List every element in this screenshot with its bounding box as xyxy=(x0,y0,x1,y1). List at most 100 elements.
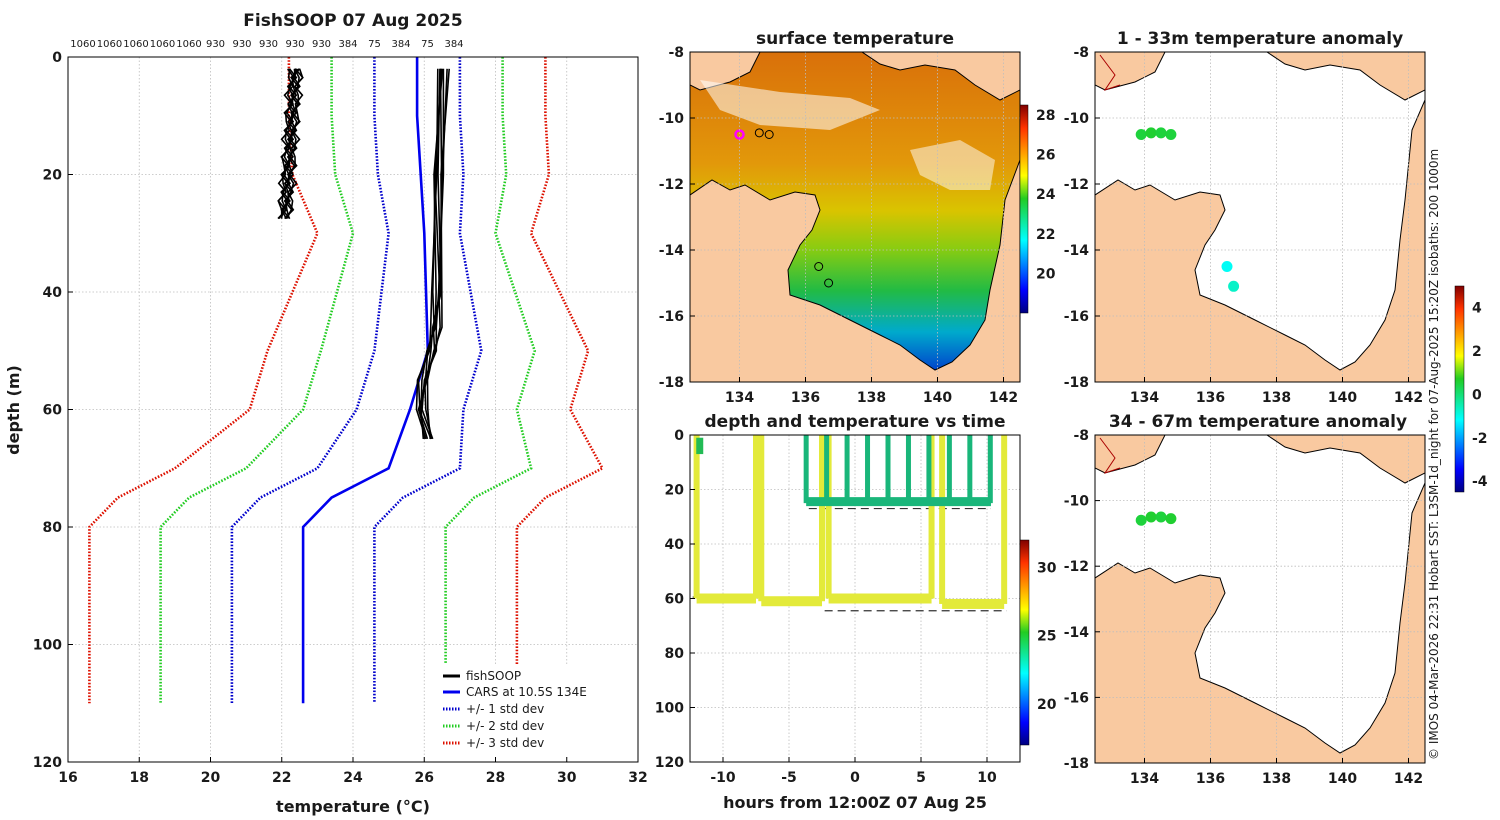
x-tick-label: -5 xyxy=(781,770,797,786)
timeseries-colorbar xyxy=(1019,539,1030,746)
y-tick-label: -8 xyxy=(1073,428,1089,444)
surfacing-trace xyxy=(967,435,973,504)
descent-trace xyxy=(825,435,832,599)
y-tick-label: -12 xyxy=(1064,559,1089,575)
anomaly1-new-guinea xyxy=(1266,52,1425,101)
y-tick-label: -16 xyxy=(1064,690,1089,706)
timeseries-y-ticks: 0 20 40 60 80 100 120 xyxy=(655,428,695,771)
y-tick-label: 0 xyxy=(52,50,62,66)
top-label: 930 xyxy=(285,39,304,50)
profile-lines xyxy=(88,57,605,704)
surfacing-trace xyxy=(926,435,932,504)
anomaly2-northern-landmass xyxy=(1095,435,1166,474)
sst-colorbar-label: 20 xyxy=(1036,266,1056,282)
y-tick-label: -14 xyxy=(659,243,685,259)
y-tick-label: -16 xyxy=(1064,309,1089,325)
deep-tow-band xyxy=(696,593,756,604)
y-tick-label: 100 xyxy=(655,701,684,717)
descent-trace xyxy=(939,435,946,604)
timeseries-x-ticks: -10 -5 0 5 10 xyxy=(710,757,997,786)
descent-trace xyxy=(758,435,765,602)
ascent-trace xyxy=(753,435,759,599)
profile-ylabel: depth (m) xyxy=(4,365,23,455)
y-tick-label: -18 xyxy=(1064,756,1089,772)
sst-cloud-mask-2 xyxy=(910,140,995,190)
top-label: 384 xyxy=(391,39,410,50)
y-tick-label: -14 xyxy=(1064,625,1090,641)
y-tick-label: -18 xyxy=(659,375,684,391)
surfacing-trace xyxy=(865,435,871,504)
x-tick-label: 138 xyxy=(857,390,886,406)
timeseries-data xyxy=(692,435,1008,612)
timeseries-colorbar-label: 30 xyxy=(1037,560,1057,576)
top-label: 930 xyxy=(232,39,251,50)
anomaly2-x-ticks: 134 136 138 140 142 xyxy=(1130,758,1423,787)
surfacing-trace xyxy=(987,435,993,504)
sst-colorbar xyxy=(1019,104,1029,314)
sst-title: surface temperature xyxy=(756,29,954,49)
x-tick-label: 138 xyxy=(1262,390,1291,406)
sst-cloud-mask xyxy=(700,80,880,130)
profile-legend: fishSOOP CARS at 10.5S 134E +/- 1 std de… xyxy=(440,664,630,756)
timeseries-xlabel: hours from 12:00Z 07 Aug 25 xyxy=(723,793,987,812)
side-note: © IMOS 04-Mar-2026 22:31 Hobart SST: L3S… xyxy=(1427,149,1441,760)
anomaly-point xyxy=(1221,261,1233,272)
x-tick-label: 26 xyxy=(415,770,434,786)
y-tick-label: -18 xyxy=(1064,375,1089,391)
x-tick-label: 142 xyxy=(1394,390,1423,406)
x-tick-label: 142 xyxy=(1394,771,1423,787)
sst-colorbar-label: 26 xyxy=(1036,148,1055,164)
top-label: 1060 xyxy=(176,39,201,50)
top-label: 1060 xyxy=(70,39,95,50)
surfacing-trace xyxy=(824,435,830,504)
std1-upper-line xyxy=(373,57,483,704)
anomaly-point xyxy=(1135,514,1147,526)
fishsoop-shallow-cast xyxy=(283,68,301,220)
deep-tow-band xyxy=(761,596,822,607)
anomaly-point xyxy=(1135,129,1147,140)
x-tick-label: 16 xyxy=(58,770,77,786)
x-tick-label: 30 xyxy=(557,770,577,786)
timeseries-colorbar-ticks: 20 25 30 xyxy=(1037,560,1057,713)
y-tick-label: 80 xyxy=(43,520,63,536)
anomaly-colorbar-label: -4 xyxy=(1472,474,1488,490)
x-tick-label: 136 xyxy=(1196,390,1225,406)
anomaly2-isobath xyxy=(1099,437,1121,474)
shallow-tow-band xyxy=(806,497,991,507)
std2-lower-line xyxy=(159,57,355,704)
deep-tow-band xyxy=(942,598,1005,609)
y-tick-label: 60 xyxy=(43,403,63,419)
ascent-trace xyxy=(1001,435,1008,604)
anomaly2-axes-box xyxy=(1094,434,1426,764)
std2-upper-line xyxy=(444,57,537,704)
start-trace xyxy=(696,437,704,455)
surfacing-trace xyxy=(844,435,850,504)
legend-label-std3: +/- 3 std dev xyxy=(466,736,544,750)
profile-y-ticks: 0 20 40 60 80 100 120 xyxy=(33,50,73,771)
anomaly-colorbar-label: -2 xyxy=(1472,431,1488,447)
anomaly-point xyxy=(1228,280,1240,292)
x-tick-label: 136 xyxy=(1196,771,1225,787)
y-tick-label: 40 xyxy=(665,537,685,553)
sst-x-ticks: 134 136 138 140 142 xyxy=(725,377,1018,406)
x-tick-label: 0 xyxy=(850,770,860,786)
profile-xlabel: temperature (°C) xyxy=(276,797,430,816)
sst-position-marker xyxy=(764,130,774,139)
ascent-trace xyxy=(819,435,825,602)
top-label: 930 xyxy=(312,39,331,50)
sst-new-guinea-landmass xyxy=(861,52,1020,101)
timeseries-colorbar-label: 25 xyxy=(1037,629,1056,645)
timeseries-title: depth and temperature vs time xyxy=(705,412,1006,432)
deep-tow-band xyxy=(828,593,932,604)
std3-lower-line xyxy=(88,57,319,704)
top-label: 384 xyxy=(444,39,463,50)
anomaly-map-shallow: 1 - 33m temperature anomaly 134 136 138 140… xyxy=(1064,29,1426,406)
x-tick-label: 32 xyxy=(628,770,647,786)
sst-northern-landmass xyxy=(690,52,761,91)
y-tick-label: 40 xyxy=(43,285,63,301)
anomaly1-title: 1 - 33m temperature anomaly xyxy=(1117,29,1403,49)
timeseries-panel: depth and temperature vs time -10 -5 0 5 10 … xyxy=(655,412,1057,812)
x-tick-label: 5 xyxy=(916,770,926,786)
y-tick-label: 120 xyxy=(655,755,684,771)
